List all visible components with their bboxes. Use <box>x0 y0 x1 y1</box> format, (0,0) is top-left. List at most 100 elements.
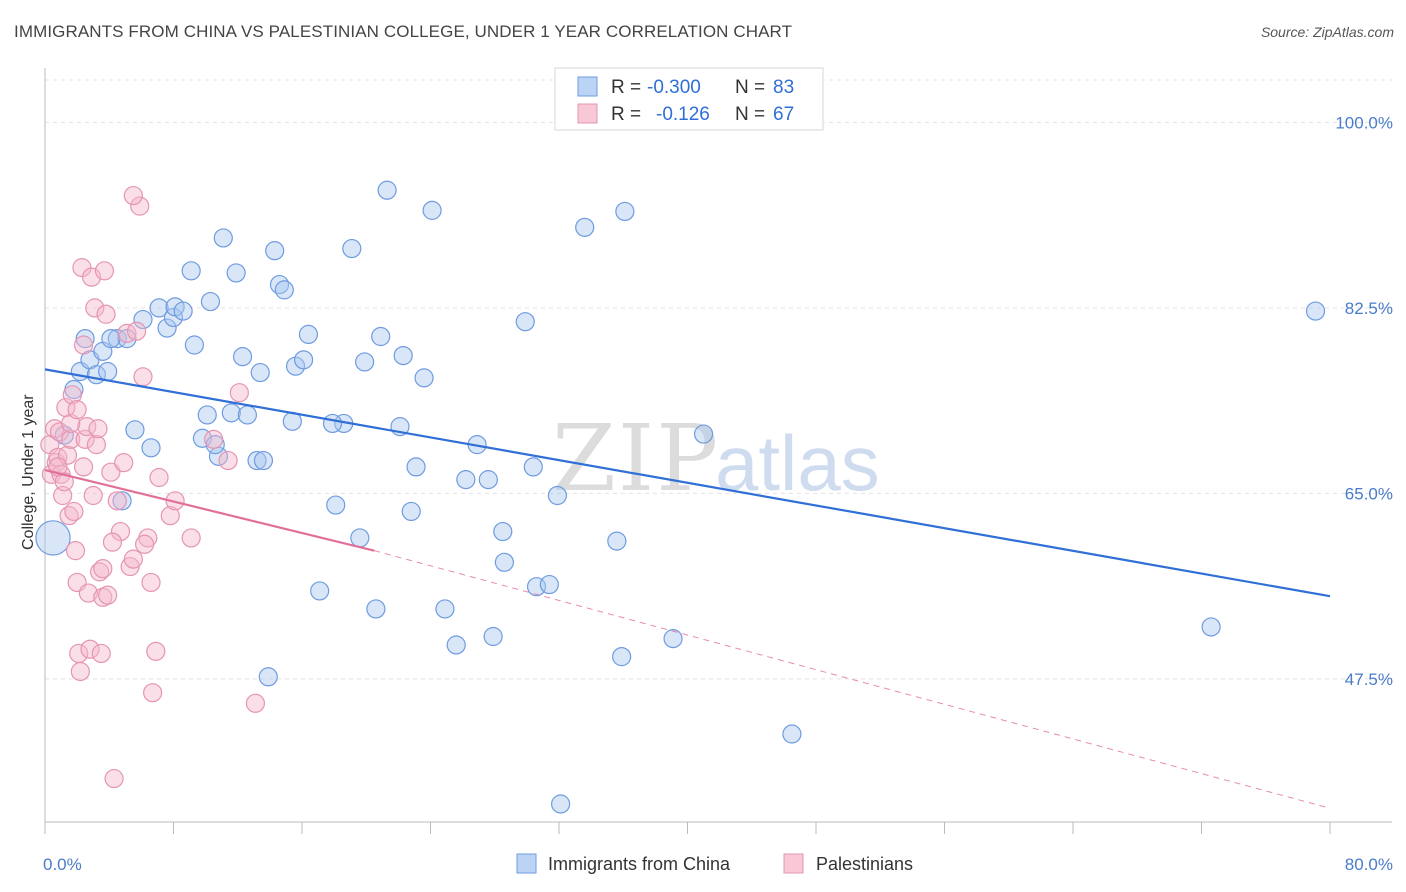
point-china <box>200 291 221 312</box>
point-palestinians <box>229 383 249 403</box>
legend-swatch-china <box>577 76 598 97</box>
point-palestinians <box>245 693 266 713</box>
point-palestinians <box>83 485 103 506</box>
point-palestinians <box>88 419 108 439</box>
point-china <box>493 521 513 542</box>
point-china <box>258 667 278 687</box>
point-palestinians <box>141 572 161 593</box>
point-china <box>342 238 362 259</box>
point-china <box>693 424 714 444</box>
legend-r-value-1: -0.126 <box>656 104 710 125</box>
point-palestinians <box>98 585 118 605</box>
point-china <box>184 335 204 355</box>
series-legend: Immigrants from China Palestinians <box>516 853 913 874</box>
point-palestinians <box>107 491 127 511</box>
point-china <box>157 318 177 338</box>
point-china <box>377 180 397 200</box>
legend-n-value-0: 83 <box>773 77 794 98</box>
point-china <box>98 361 118 382</box>
watermark: ZIP atlas <box>552 405 880 512</box>
point-china <box>197 405 217 425</box>
point-palestinians <box>96 304 116 324</box>
bottom-legend-swatch-china <box>516 853 537 874</box>
point-palestinians <box>102 532 123 552</box>
point-china <box>615 201 635 222</box>
point-china <box>253 450 274 471</box>
chart-source: Source: ZipAtlas.com <box>1260 24 1394 40</box>
point-china <box>523 457 543 477</box>
watermark-atlas: atlas <box>715 419 880 507</box>
point-china <box>322 413 343 434</box>
point-palestinians <box>73 335 94 355</box>
series-palestinians <box>40 185 266 789</box>
legend-r-label-1: R = <box>611 104 641 125</box>
point-palestinians <box>80 639 100 659</box>
bottom-legend-label-palestinians: Palestinians <box>816 854 913 874</box>
point-palestinians <box>218 450 238 471</box>
trend-line-palestinians-extension <box>374 550 1331 809</box>
point-palestinians <box>53 485 73 506</box>
series-immigrants-from-china <box>35 180 1326 814</box>
point-china <box>274 280 294 300</box>
grid-lines <box>45 79 1392 680</box>
point-china <box>551 794 571 814</box>
legend-n-label-1: N = <box>735 104 765 125</box>
point-china <box>133 309 153 330</box>
trend-line-palestinians <box>44 469 375 552</box>
point-palestinians <box>93 587 113 607</box>
point-china <box>125 420 145 440</box>
point-palestinians <box>64 501 84 522</box>
point-palestinians <box>181 528 201 548</box>
point-china <box>663 629 683 649</box>
point-palestinians <box>114 453 134 473</box>
point-palestinians <box>110 521 131 542</box>
point-china <box>575 217 595 237</box>
point-china <box>213 228 233 248</box>
y-tick-label: 47.5% <box>1345 670 1393 689</box>
point-china <box>1201 617 1221 637</box>
point-china <box>401 501 421 522</box>
point-china <box>350 528 370 548</box>
point-china <box>298 324 319 344</box>
y-tick-label: 82.5% <box>1345 299 1393 318</box>
point-palestinians <box>146 641 166 661</box>
point-china <box>181 261 201 281</box>
point-china <box>782 724 802 744</box>
legend-r-value-0: -0.300 <box>647 77 701 98</box>
point-palestinians <box>65 541 86 561</box>
point-china <box>446 635 466 655</box>
point-china <box>265 241 285 261</box>
point-palestinians <box>204 429 224 449</box>
point-palestinians <box>126 321 147 341</box>
point-china <box>221 403 241 423</box>
point-palestinians <box>160 506 180 526</box>
point-china <box>435 599 455 619</box>
point-palestinians <box>91 643 111 664</box>
point-china <box>75 329 95 349</box>
point-china <box>355 352 375 372</box>
legend-r-label-0: R = <box>611 77 641 98</box>
point-china <box>237 405 257 425</box>
point-china <box>232 347 253 367</box>
axes <box>44 68 1392 834</box>
point-palestinians <box>143 683 163 703</box>
point-china <box>547 485 567 506</box>
point-china <box>456 470 476 490</box>
point-palestinians <box>61 429 81 449</box>
x-tick-label: 80.0% <box>1345 855 1393 874</box>
point-china <box>101 329 121 349</box>
point-china <box>371 326 391 347</box>
point-palestinians <box>73 457 94 477</box>
point-palestinians <box>86 435 107 455</box>
point-palestinians <box>123 549 143 569</box>
point-china <box>35 520 71 556</box>
point-palestinians <box>104 768 124 789</box>
point-china <box>393 346 413 366</box>
point-palestinians <box>93 559 113 579</box>
point-china <box>612 647 632 667</box>
point-china <box>494 552 514 572</box>
point-palestinians <box>123 185 143 206</box>
y-tick-label: 65.0% <box>1345 484 1393 503</box>
point-palestinians <box>85 298 105 318</box>
